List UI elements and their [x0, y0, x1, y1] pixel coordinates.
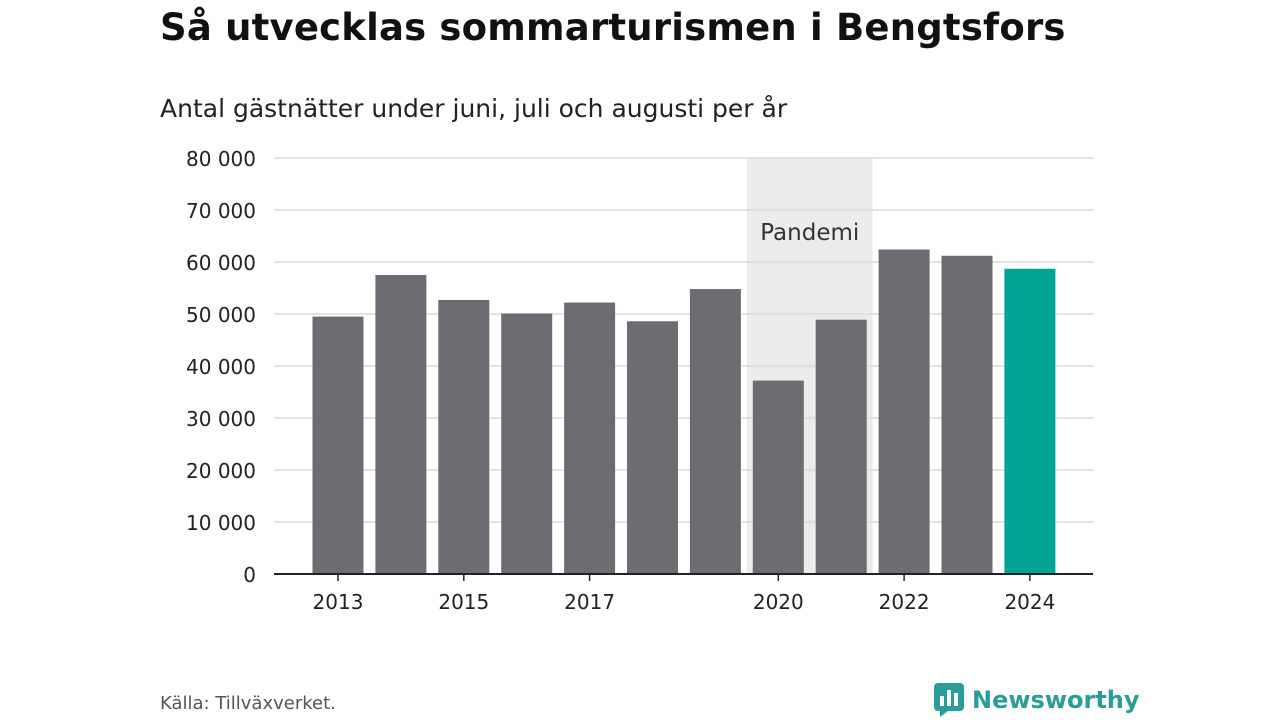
y-tick-label: 30 000 — [186, 407, 256, 431]
brand: Newsworthy — [934, 683, 1140, 717]
x-tick-label: 2015 — [438, 590, 489, 614]
brand-name: Newsworthy — [972, 686, 1140, 714]
bar — [941, 255, 993, 574]
x-tick-label: 2017 — [564, 590, 615, 614]
bar — [501, 313, 553, 574]
y-tick-label: 0 — [243, 563, 256, 587]
y-tick-label: 70 000 — [186, 199, 256, 223]
chart-title: Så utvecklas sommarturismen i Bengtsfors — [160, 6, 1066, 49]
bar-chart: Pandemi 0 10 000 20 000 30 000 40 000 50 000 60… — [186, 147, 1093, 614]
y-tick-label: 80 000 — [186, 147, 256, 171]
x-tick-label: 2020 — [753, 590, 804, 614]
y-tick-label: 60 000 — [186, 251, 256, 275]
chart-subtitle: Antal gästnätter under juni, juli och au… — [160, 94, 788, 123]
source-note: Källa: Tillväxverket. — [160, 693, 336, 714]
bar — [752, 380, 804, 574]
bar — [564, 302, 616, 574]
bar — [689, 289, 741, 574]
x-tick-label: 2013 — [313, 590, 364, 614]
bar — [312, 316, 364, 574]
newsworthy-logo-icon — [934, 683, 964, 717]
y-tick-label: 40 000 — [186, 355, 256, 379]
bar — [375, 275, 427, 574]
x-tick-label: 2024 — [1004, 590, 1055, 614]
bar — [1004, 268, 1056, 574]
bar — [878, 249, 930, 574]
bar — [815, 319, 867, 574]
y-tick-label: 50 000 — [186, 303, 256, 327]
bar — [627, 321, 678, 574]
pandemic-label: Pandemi — [760, 220, 859, 246]
x-tick-label: 2022 — [879, 590, 930, 614]
y-tick-label: 20 000 — [186, 459, 256, 483]
bar — [438, 299, 490, 574]
y-tick-label: 10 000 — [186, 511, 256, 535]
